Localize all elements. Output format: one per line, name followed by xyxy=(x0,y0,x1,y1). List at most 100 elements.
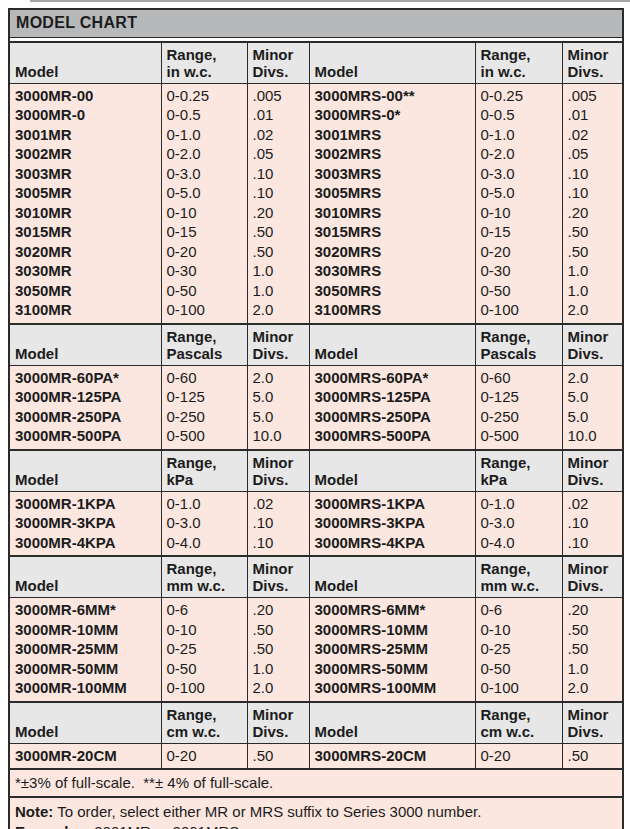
value: .02 xyxy=(253,494,307,514)
minor-divs-cell: .50 xyxy=(562,743,623,769)
value: 5.0 xyxy=(568,407,621,427)
column-header-range: Range,mm w.c. xyxy=(161,556,247,598)
column-header-minor-divs: MinorDivs. xyxy=(562,324,623,366)
page-title: MODEL CHART xyxy=(9,9,623,38)
value: 0-60 xyxy=(481,368,560,388)
column-header-range: Range,cm w.c. xyxy=(161,702,247,744)
header-line: Divs. xyxy=(253,723,306,740)
column-header-minor-divs: MinorDivs. xyxy=(562,42,623,84)
model-cell: 3000MR-60PA*3000MR-125PA3000MR-250PA3000… xyxy=(9,365,161,450)
model-number: 3000MR-250PA xyxy=(15,407,159,427)
minor-divs-cell: .02.10.10 xyxy=(247,491,309,556)
model-number: 3003MR xyxy=(15,164,159,184)
value: .50 xyxy=(253,746,307,766)
column-header-model: Model xyxy=(9,42,161,84)
value: 0-60 xyxy=(167,368,245,388)
model-number: 3015MR xyxy=(15,222,159,242)
column-header-minor-divs: MinorDivs. xyxy=(247,556,309,598)
accuracy-footnote: *±3% of full-scale. **± 4% of full-scale… xyxy=(9,769,623,797)
section-body-row: 3000MR-20CM0-20.503000MRS-20CM0-20.50 xyxy=(9,743,623,769)
model-cell: 3000MR-003000MR-03001MR3002MR3003MR3005M… xyxy=(9,83,161,324)
header-line: Range, xyxy=(167,46,244,63)
value: 0-250 xyxy=(481,407,560,427)
section-header-row: ModelRange,kPaMinorDivs.ModelRange,kPaMi… xyxy=(9,450,623,492)
minor-divs-cell: 2.05.05.010.0 xyxy=(247,365,309,450)
value: 0-3.0 xyxy=(167,513,245,533)
model-cell: 3000MRS-6MM*3000MRS-10MM3000MRS-25MM3000… xyxy=(309,598,475,702)
value: 0-50 xyxy=(481,281,560,301)
model-number: 3010MR xyxy=(15,203,159,223)
model-number: 3000MR-60PA* xyxy=(15,368,159,388)
value: .50 xyxy=(253,620,307,640)
model-number: 3050MRS xyxy=(315,281,473,301)
model-number: 3000MRS-125PA xyxy=(315,387,473,407)
model-number: 3000MRS-1KPA xyxy=(315,494,473,514)
model-number: 3015MRS xyxy=(315,222,473,242)
column-header-minor-divs: MinorDivs. xyxy=(247,324,309,366)
model-number: 3000MR-4KPA xyxy=(15,533,159,553)
header-line: Divs. xyxy=(253,345,306,362)
range-cell: 0-1.00-3.00-4.0 xyxy=(161,491,247,556)
range-cell: 0-1.00-3.00-4.0 xyxy=(475,491,562,556)
model-number: 3000MR-25MM xyxy=(15,639,159,659)
column-header-minor-divs: MinorDivs. xyxy=(562,450,623,492)
value: 1.0 xyxy=(253,659,307,679)
value: .20 xyxy=(253,600,307,620)
model-cell: 3000MRS-60PA*3000MRS-125PA3000MRS-250PA3… xyxy=(309,365,475,450)
model-number: 3000MR-6MM* xyxy=(15,600,159,620)
value: 0-5.0 xyxy=(481,183,560,203)
model-number: 3000MRS-20CM xyxy=(315,746,473,766)
column-header-minor-divs: MinorDivs. xyxy=(562,702,623,744)
header-line: Minor xyxy=(568,328,620,345)
value: .10 xyxy=(253,164,307,184)
value: 0-500 xyxy=(167,426,245,446)
section-body-row: 3000MR-6MM*3000MR-10MM3000MR-25MM3000MR-… xyxy=(9,598,623,702)
model-number: 3000MR-00 xyxy=(15,86,159,106)
value: .20 xyxy=(568,600,621,620)
value: .50 xyxy=(253,639,307,659)
value: 1.0 xyxy=(568,659,621,679)
model-number: 3010MRS xyxy=(315,203,473,223)
value: 2.0 xyxy=(253,368,307,388)
note-label: Note: xyxy=(15,803,53,820)
column-header-range: Range,Pascals xyxy=(161,324,247,366)
header-line: Minor xyxy=(568,454,620,471)
column-header-range: Range,kPa xyxy=(475,450,562,492)
value: 0-1.0 xyxy=(167,494,245,514)
column-header-model: Model xyxy=(309,324,475,366)
header-line: Range, xyxy=(481,46,559,63)
value: .50 xyxy=(568,746,621,766)
column-header-range: Range,in w.c. xyxy=(475,42,562,84)
column-header-range: Range,in w.c. xyxy=(161,42,247,84)
value: 0-3.0 xyxy=(481,513,560,533)
header-line: Range, xyxy=(481,328,559,345)
title-row: MODEL CHART xyxy=(9,9,623,38)
value: .05 xyxy=(253,144,307,164)
value: 0-3.0 xyxy=(167,164,245,184)
minor-divs-cell: .005.01.02.05.10.10.20.50.501.01.02.0 xyxy=(247,83,309,324)
header-line: in w.c. xyxy=(481,63,559,80)
value: .02 xyxy=(568,125,621,145)
value: 2.0 xyxy=(568,678,621,698)
examples-text: 3001MR or 3001MRS xyxy=(94,823,239,829)
title-tbody: MODEL CHART xyxy=(9,9,623,42)
value: 0-4.0 xyxy=(481,533,560,553)
range-cell: 0-0.250-0.50-1.00-2.00-3.00-5.00-100-150… xyxy=(161,83,247,324)
value: 0-10 xyxy=(481,620,560,640)
model-number: 3050MR xyxy=(15,281,159,301)
examples-line: Examples: 3001MR or 3001MRS xyxy=(15,822,617,829)
value: .10 xyxy=(568,533,621,553)
header-line: Pascals xyxy=(481,345,559,362)
note-row: Note: To order, select either MR or MRS … xyxy=(9,797,623,829)
header-line: Divs. xyxy=(568,345,620,362)
model-number: 3000MRS-10MM xyxy=(315,620,473,640)
value: 1.0 xyxy=(253,261,307,281)
model-number: 3030MR xyxy=(15,261,159,281)
model-number: 3000MRS-60PA* xyxy=(315,368,473,388)
value: 0-6 xyxy=(167,600,245,620)
model-chart-table: MODEL CHART ModelRange,in w.c.MinorDivs.… xyxy=(8,8,624,829)
value: 0-500 xyxy=(481,426,560,446)
model-number: 3000MRS-500PA xyxy=(315,426,473,446)
column-header-model: Model xyxy=(9,702,161,744)
header-line: Minor xyxy=(253,454,306,471)
